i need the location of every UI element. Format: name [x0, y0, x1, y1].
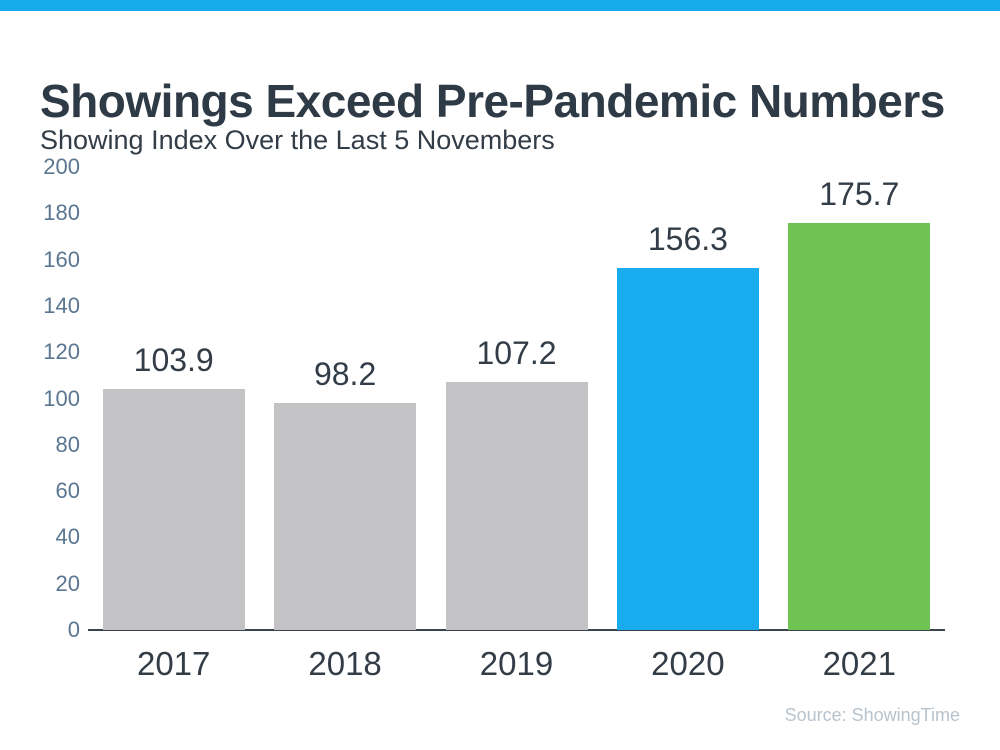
page-title: Showings Exceed Pre-Pandemic Numbers [40, 74, 945, 127]
x-tick-label: 2019 [479, 645, 554, 682]
y-tick-label: 140 [43, 292, 80, 318]
accent-bar [0, 0, 1000, 11]
y-tick-label: 160 [43, 246, 80, 272]
bar [102, 389, 245, 630]
bar [788, 223, 931, 630]
source-attribution: Source: ShowingTime [784, 705, 960, 725]
bar [274, 402, 417, 630]
y-tick-label: 20 [55, 570, 80, 596]
y-tick-label: 40 [55, 524, 80, 550]
y-tick-label: 100 [43, 385, 80, 411]
x-tick-label: 2018 [308, 645, 382, 682]
chart-subtitle: Showing Index Over the Last 5 Novembers [40, 125, 555, 156]
y-tick-label: 180 [43, 200, 80, 226]
bar-value-label: 103.9 [133, 342, 214, 379]
bar-value-label: 175.7 [819, 176, 900, 213]
y-tick-label: 60 [55, 478, 80, 504]
bar [445, 381, 588, 630]
y-tick-label: 120 [43, 339, 80, 365]
bar-value-label: 156.3 [647, 221, 728, 258]
bar [616, 268, 759, 630]
y-tick-label: 80 [55, 431, 80, 457]
x-tick-label: 2020 [651, 645, 725, 682]
x-tick-label: 2017 [136, 645, 211, 682]
x-tick-label: 2021 [822, 645, 896, 682]
x-axis-line [88, 629, 945, 631]
bar-value-label: 98.2 [313, 355, 377, 392]
bar-value-label: 107.2 [476, 334, 557, 371]
y-tick-label: 200 [43, 154, 80, 179]
y-tick-label: 0 [67, 617, 80, 642]
